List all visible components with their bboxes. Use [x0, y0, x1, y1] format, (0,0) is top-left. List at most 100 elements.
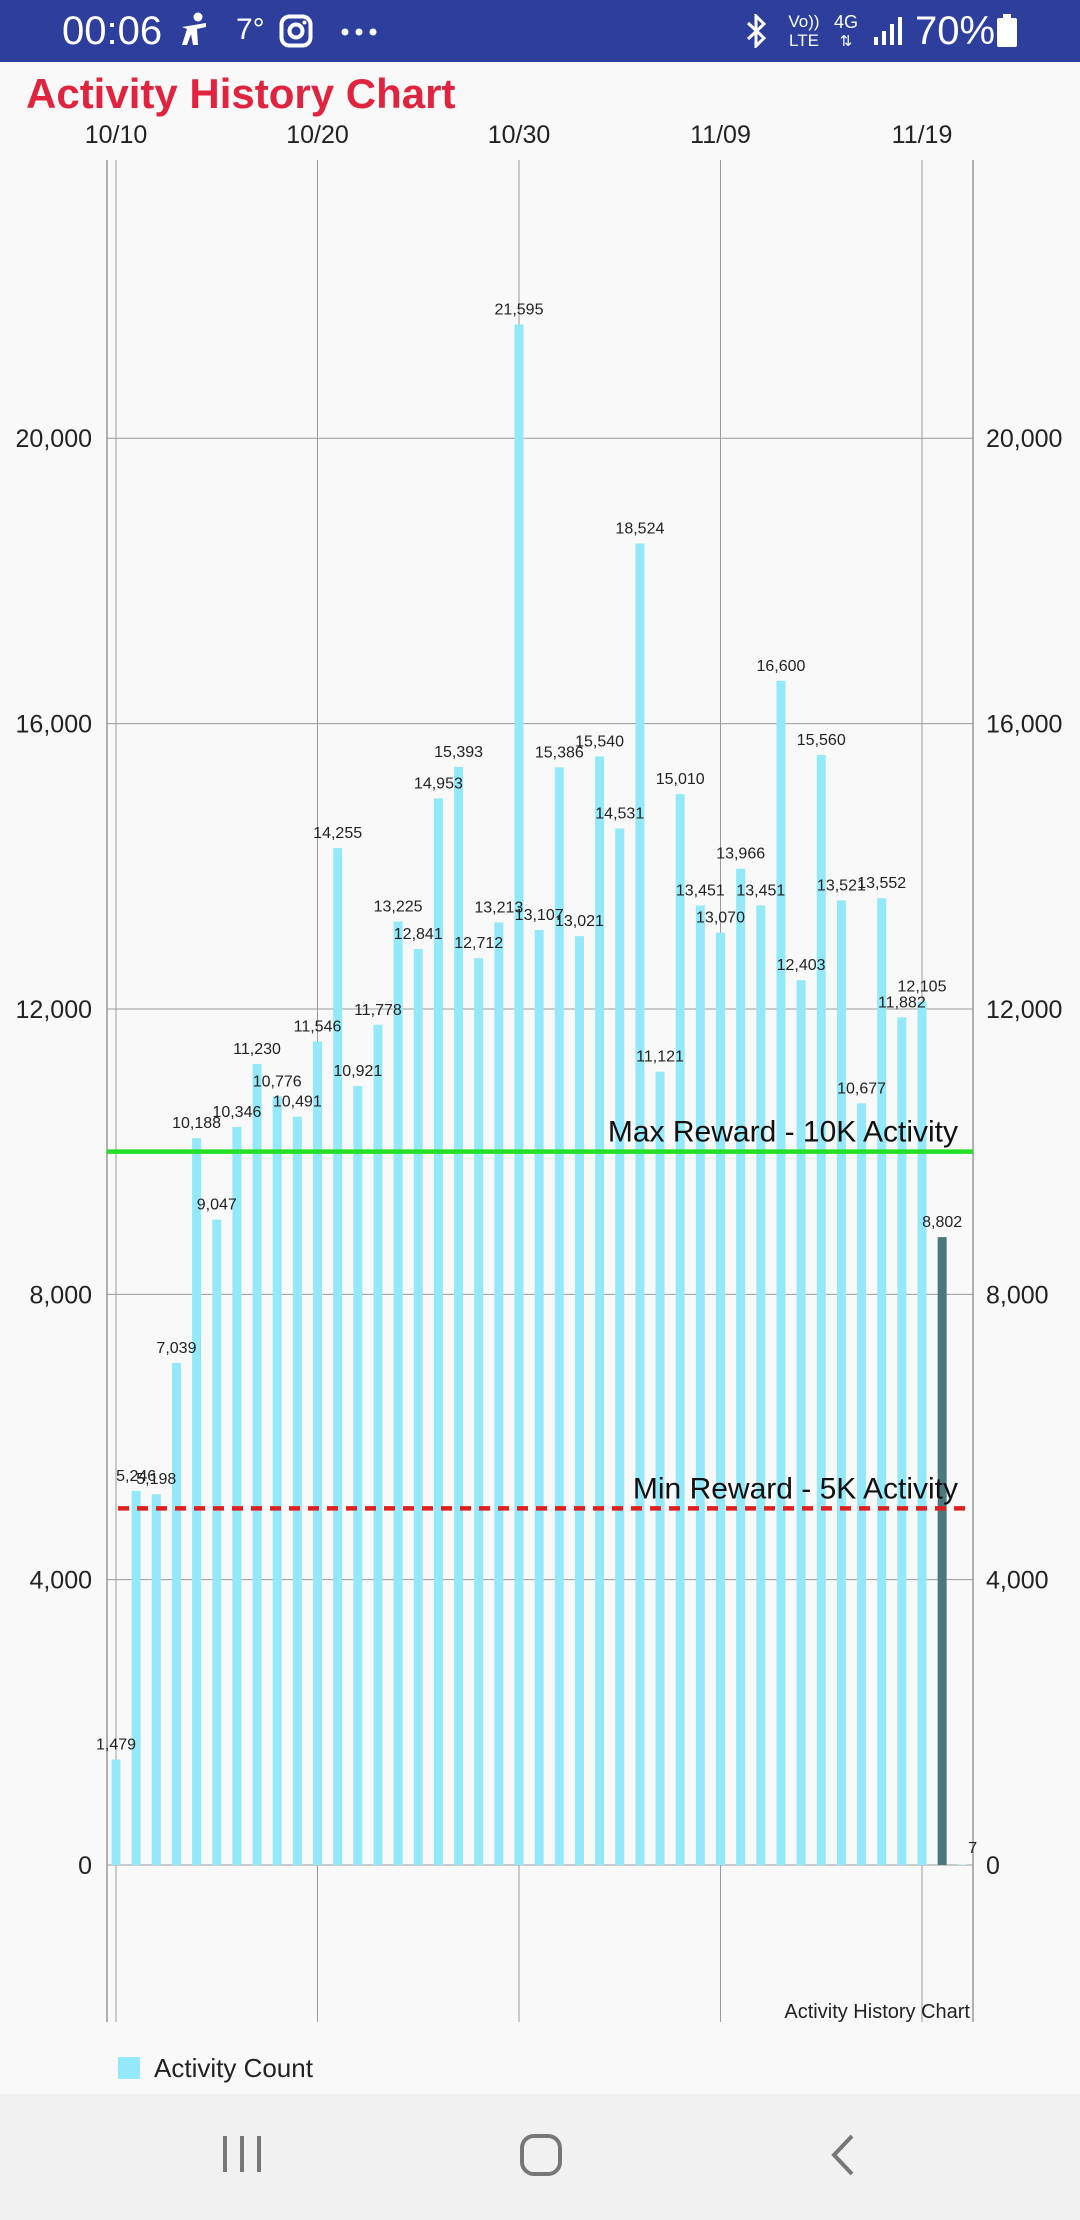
bar	[393, 921, 403, 1866]
chart-bars	[111, 324, 967, 1866]
bar-value-label: 13,451	[736, 882, 785, 899]
bar	[151, 1494, 161, 1866]
bar-value-label: 15,386	[535, 744, 584, 761]
bar-value-label: 13,213	[474, 899, 523, 916]
battery-percent: 70%	[915, 9, 996, 53]
app-title: Activity History Chart	[26, 70, 456, 117]
volte-top-label: Vo))	[788, 12, 820, 31]
bar	[353, 1085, 363, 1866]
bar	[333, 848, 343, 1866]
bar-value-label: 10,491	[273, 1094, 322, 1111]
bar	[534, 929, 544, 1866]
data-4g-icon: 4G ⇅	[832, 12, 860, 52]
chart-axis-ticks: 0 0 4,000 4,000 8,000 8,000 12,000 12,000 16,000…	[16, 121, 1063, 1880]
y-tick-label-left: 12,000	[16, 996, 92, 1024]
bar	[917, 1001, 927, 1866]
volte-icon: Vo)) LTE	[786, 12, 822, 50]
y-tick-label-right: 0	[986, 1852, 1000, 1880]
bar-value-label: 21,595	[495, 301, 544, 318]
reference-line-label: Max Reward - 10K Activity	[608, 1116, 958, 1149]
bar-value-label: 10,776	[253, 1073, 302, 1090]
bar-value-label: 15,010	[656, 771, 705, 788]
bar-value-label: 8,802	[922, 1214, 962, 1231]
bar-value-label: 11,121	[636, 1049, 684, 1066]
x-tick-label: 11/09	[690, 121, 751, 149]
bar-value-label: 15,393	[434, 744, 483, 761]
bar-value-label: 13,021	[555, 913, 604, 930]
bar	[957, 1864, 967, 1866]
bar-value-label: 15,540	[575, 733, 624, 750]
bar	[494, 922, 504, 1866]
bar	[776, 680, 786, 1866]
bar	[836, 900, 846, 1866]
bar	[937, 1237, 947, 1866]
bar	[454, 766, 464, 1866]
bar	[232, 1126, 242, 1866]
bar	[192, 1138, 202, 1866]
chart-description: Activity History Chart	[784, 2001, 970, 2023]
bar	[212, 1219, 222, 1866]
y-tick-label-right: 16,000	[986, 711, 1062, 739]
x-tick-label: 11/19	[892, 121, 953, 149]
bar	[675, 794, 685, 1866]
more-notifications-icon	[341, 24, 377, 42]
volte-bottom-label: LTE	[789, 31, 819, 50]
battery-icon	[996, 14, 1018, 53]
bar-value-label: 7,039	[156, 1340, 196, 1357]
bar	[816, 754, 826, 1866]
back-icon	[831, 2134, 854, 2176]
bar-value-label: 12,712	[454, 935, 503, 952]
bar	[373, 1024, 383, 1866]
bar-value-label: 16,600	[756, 658, 805, 675]
home-icon	[520, 2134, 562, 2176]
weather-temp: 7°	[236, 13, 265, 46]
bar-value-label: 11,230	[233, 1041, 281, 1058]
bar-value-label: 10,677	[837, 1080, 886, 1097]
bar-value-label: 12,105	[898, 978, 947, 995]
y-tick-label-left: 8,000	[29, 1281, 92, 1309]
x-tick-label: 10/30	[488, 121, 551, 149]
x-tick-label: 10/10	[85, 121, 148, 149]
navigation-bar	[0, 2094, 1080, 2220]
accessibility-icon	[178, 12, 210, 51]
bar	[595, 756, 605, 1866]
recents-button[interactable]	[220, 2132, 264, 2181]
bar	[695, 905, 705, 1866]
bar-value-label: 13,225	[374, 899, 423, 916]
bar-value-label: 13,070	[696, 910, 745, 927]
bar	[736, 868, 746, 1866]
bar-value-label: 10,921	[333, 1063, 382, 1080]
bar	[433, 798, 443, 1866]
reference-line-label: Min Reward - 5K Activity	[633, 1472, 958, 1505]
bar-value-label: 14,255	[313, 825, 362, 842]
instagram-icon	[279, 14, 313, 53]
bar	[313, 1041, 322, 1866]
bar	[897, 1017, 907, 1866]
bar-value-label: 14,531	[595, 805, 644, 822]
y-tick-label-left: 16,000	[16, 711, 92, 739]
bar	[474, 958, 484, 1866]
status-time: 00:06	[62, 9, 163, 53]
bar-value-label: 10,188	[172, 1115, 221, 1132]
y-tick-label-right: 8,000	[986, 1281, 1049, 1309]
home-button[interactable]	[518, 2132, 564, 2183]
back-button[interactable]	[828, 2132, 858, 2183]
bar-value-label: 10,346	[212, 1104, 261, 1121]
bar	[514, 324, 524, 1866]
bar-value-label: 18,524	[615, 521, 664, 538]
bar-value-label: 9,047	[197, 1197, 237, 1214]
legend-swatch	[118, 2057, 140, 2079]
y-tick-label-left: 4,000	[29, 1567, 92, 1595]
signal-icon	[873, 16, 903, 51]
data-type-label: 4G	[833, 12, 858, 32]
bar-value-label: 13,107	[515, 907, 564, 924]
bar	[413, 948, 423, 1866]
bar	[655, 1071, 665, 1866]
bar	[111, 1759, 121, 1866]
bar	[574, 936, 584, 1866]
bluetooth-icon	[744, 12, 768, 53]
y-tick-label-right: 4,000	[986, 1567, 1049, 1595]
y-tick-label-right: 20,000	[986, 425, 1062, 453]
bar-value-label: 7	[968, 1840, 977, 1857]
